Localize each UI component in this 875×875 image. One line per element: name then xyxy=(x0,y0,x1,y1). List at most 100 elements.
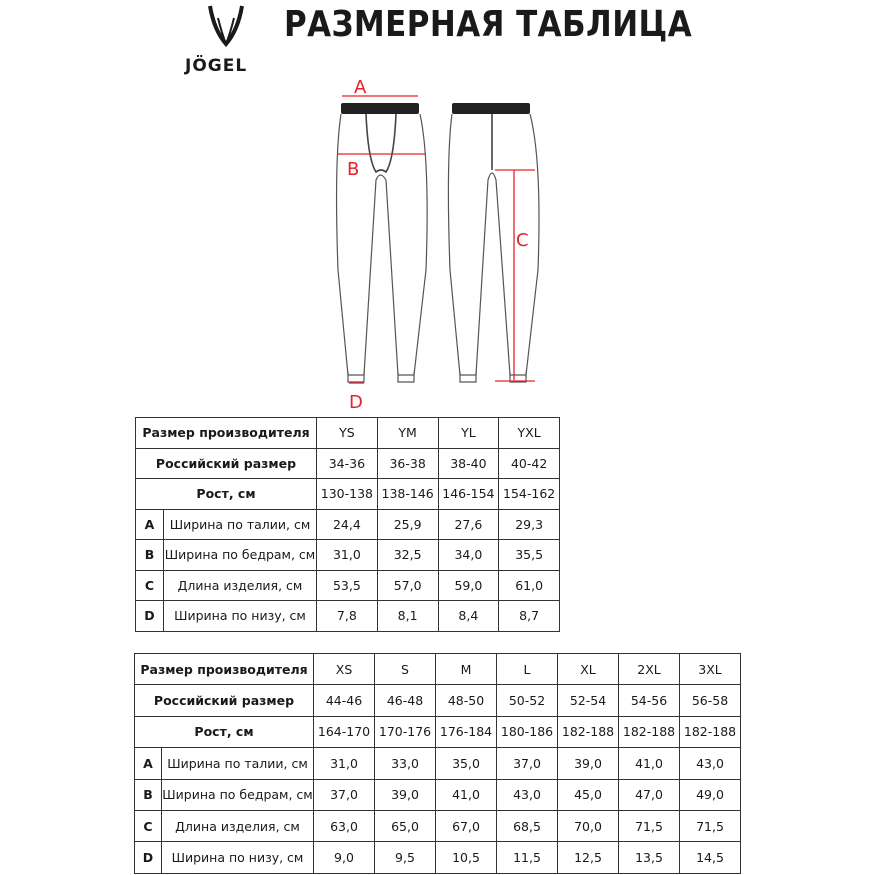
size-value: XL xyxy=(557,652,619,686)
pants-back xyxy=(447,103,540,383)
measurement-letter: C xyxy=(135,569,164,601)
size-value: 56-58 xyxy=(679,684,741,717)
measurement-value: 67,0 xyxy=(435,809,497,843)
measurement-value: 47,0 xyxy=(618,778,680,811)
measurement-value: 33,0 xyxy=(374,747,436,780)
size-value: XS xyxy=(313,652,375,686)
label-b: B xyxy=(347,159,359,180)
measurement-value: 41,0 xyxy=(618,747,680,780)
measurement-value: 8,1 xyxy=(376,600,439,632)
measurement-value: 35,5 xyxy=(498,539,560,571)
size-value: 176-184 xyxy=(435,715,497,749)
measurement-value: 9,5 xyxy=(374,841,436,874)
row-label: Рост, см xyxy=(135,478,317,510)
size-value: 170-176 xyxy=(374,715,436,749)
measurement-value: 24,4 xyxy=(316,508,378,540)
size-value: 44-46 xyxy=(313,684,375,717)
measurement-label: Ширина по низу, см xyxy=(163,600,317,632)
row-label: Российский размер xyxy=(135,447,317,479)
measurement-value: 31,0 xyxy=(316,539,378,571)
measurement-value: 11,5 xyxy=(496,841,558,874)
measurement-value: 43,0 xyxy=(496,778,558,811)
measurement-letter: B xyxy=(134,778,162,811)
size-value: 130-138 xyxy=(316,478,378,510)
measurement-value: 63,0 xyxy=(313,809,375,843)
measurement-value: 49,0 xyxy=(679,778,741,811)
size-value: 34-36 xyxy=(316,447,378,479)
size-value: 40-42 xyxy=(498,447,560,479)
size-value: 38-40 xyxy=(437,447,500,479)
size-value: L xyxy=(496,652,558,686)
measurement-value: 41,0 xyxy=(435,778,497,811)
measurement-letter: A xyxy=(134,747,162,780)
measurement-value: 39,0 xyxy=(374,778,436,811)
measurement-letter: B xyxy=(135,539,164,571)
size-value: 164-170 xyxy=(313,715,375,749)
size-value: 3XL xyxy=(679,652,741,686)
measurement-value: 10,5 xyxy=(435,841,497,874)
table-row: B Ширина по бедрам, см 31,0 32,5 34,0 35,5 xyxy=(135,539,560,571)
size-table-kids: Размер производителя YS YM YL YXL Российский … xyxy=(135,417,560,632)
table-row: C Длина изделия, см 53,5 57,0 59,0 61,0 xyxy=(135,569,560,601)
measurement-letter: D xyxy=(134,841,162,874)
measurement-value: 65,0 xyxy=(374,809,436,843)
measurement-value: 31,0 xyxy=(313,747,375,780)
measurement-value: 70,0 xyxy=(557,809,619,843)
size-table-adult: Размер производителя XS S M L XL 2XL 3XL Российс… xyxy=(134,652,741,874)
table-row: Российский размер 44-46 46-48 48-50 50-52 52-… xyxy=(134,684,741,717)
table-row: D Ширина по низу, см 9,0 9,5 10,5 11,5 12,5 13,… xyxy=(134,841,741,874)
measurement-value: 9,0 xyxy=(313,841,375,874)
size-value: 154-162 xyxy=(498,478,560,510)
table-row: A Ширина по талии, см 31,0 33,0 35,0 37,0 39,0… xyxy=(134,747,741,780)
size-value: 182-188 xyxy=(618,715,680,749)
measurement-letter: A xyxy=(135,508,164,540)
page-title: РАЗМЕРНАЯ ТАБЛИЦА xyxy=(284,4,693,45)
measurement-label: Ширина по талии, см xyxy=(161,747,314,780)
measurement-label: Ширина по бедрам, см xyxy=(161,778,314,811)
measurement-value: 53,5 xyxy=(316,569,378,601)
measurement-value: 71,5 xyxy=(618,809,680,843)
measurement-label: Ширина по низу, см xyxy=(161,841,314,874)
table-row: Рост, см 130-138 138-146 146-154 154-162 xyxy=(135,478,560,510)
measurement-value: 7,8 xyxy=(316,600,378,632)
measurement-letter: C xyxy=(134,809,162,843)
size-value: YL xyxy=(437,417,500,449)
size-value: 46-48 xyxy=(374,684,436,717)
measurement-value: 32,5 xyxy=(376,539,439,571)
measurement-value: 35,0 xyxy=(435,747,497,780)
table-row: B Ширина по бедрам, см 37,0 39,0 41,0 43,0 45,… xyxy=(134,778,741,811)
pants-diagram: A B C D xyxy=(208,5,540,413)
measurement-value: 57,0 xyxy=(376,569,439,601)
size-value: YXL xyxy=(498,417,560,449)
measurement-letter: D xyxy=(135,600,164,632)
measurement-value: 71,5 xyxy=(679,809,741,843)
measurement-value: 43,0 xyxy=(679,747,741,780)
row-label: Размер производителя xyxy=(135,417,317,449)
measurement-label: Ширина по талии, см xyxy=(163,508,317,540)
measurement-label: Длина изделия, см xyxy=(163,569,317,601)
measurement-label: Ширина по бедрам, см xyxy=(163,539,317,571)
measurement-value: 37,0 xyxy=(496,747,558,780)
row-label: Рост, см xyxy=(134,715,314,749)
pants-front xyxy=(335,103,428,383)
size-value: S xyxy=(374,652,436,686)
table-row: Размер производителя YS YM YL YXL xyxy=(135,417,560,449)
measure-lines xyxy=(338,95,535,384)
measurement-value: 13,5 xyxy=(618,841,680,874)
size-value: 138-146 xyxy=(376,478,439,510)
table-row: D Ширина по низу, см 7,8 8,1 8,4 8,7 xyxy=(135,600,560,632)
measurement-value: 25,9 xyxy=(376,508,439,540)
table-row: Размер производителя XS S M L XL 2XL 3XL xyxy=(134,652,741,686)
size-value: 180-186 xyxy=(496,715,558,749)
size-value: YM xyxy=(376,417,439,449)
logo-icon xyxy=(208,5,244,48)
measurement-value: 12,5 xyxy=(557,841,619,874)
size-value: M xyxy=(435,652,497,686)
measurement-value: 39,0 xyxy=(557,747,619,780)
row-label: Российский размер xyxy=(134,684,314,717)
label-d: D xyxy=(349,392,363,413)
measurement-value: 59,0 xyxy=(437,569,500,601)
size-value: YS xyxy=(316,417,378,449)
size-value: 48-50 xyxy=(435,684,497,717)
table-row: Рост, см 164-170 170-176 176-184 180-186 182-… xyxy=(134,715,741,749)
